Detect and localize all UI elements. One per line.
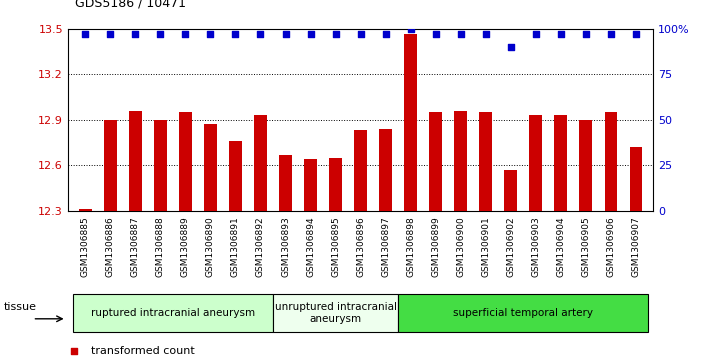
Bar [379,129,392,211]
Point [555,32,566,37]
Text: ruptured intracranial aneurysm: ruptured intracranial aneurysm [91,308,255,318]
Bar [104,120,116,211]
Point [355,32,366,37]
Bar [404,33,417,211]
Text: GSM1306899: GSM1306899 [431,216,440,277]
Text: GSM1306896: GSM1306896 [356,216,365,277]
Bar [154,120,166,211]
Bar [454,111,467,211]
Text: GSM1306895: GSM1306895 [331,216,340,277]
Point [80,32,91,37]
Point [630,32,641,37]
Bar [630,147,642,211]
Text: GSM1306904: GSM1306904 [556,216,565,277]
Point [330,32,341,37]
Bar [530,115,542,211]
Point [405,26,416,32]
Point [605,32,616,37]
Bar [179,112,191,211]
Point [155,32,166,37]
Bar [429,112,442,211]
Text: GSM1306905: GSM1306905 [581,216,590,277]
Point [480,32,491,37]
Bar [479,112,492,211]
Text: GSM1306900: GSM1306900 [456,216,465,277]
Bar [504,170,517,211]
Bar [329,158,342,211]
Point [105,32,116,37]
Point [130,32,141,37]
Bar [555,115,567,211]
Bar [398,294,648,332]
Text: GSM1306903: GSM1306903 [531,216,540,277]
Text: tissue: tissue [4,302,36,313]
Bar [129,111,141,211]
Point [530,32,541,37]
Point [68,348,79,354]
Text: GSM1306889: GSM1306889 [181,216,190,277]
Bar [204,125,217,211]
Point [380,32,391,37]
Bar [254,115,267,211]
Text: GSM1306888: GSM1306888 [156,216,165,277]
Bar [79,209,91,211]
Bar [605,112,617,211]
Bar [279,155,292,211]
Point [305,32,316,37]
Text: transformed count: transformed count [91,346,195,356]
Text: GSM1306885: GSM1306885 [81,216,90,277]
Text: unruptured intracranial
aneurysm: unruptured intracranial aneurysm [275,302,396,324]
Text: GSM1306892: GSM1306892 [256,216,265,277]
Point [280,32,291,37]
Text: GSM1306906: GSM1306906 [606,216,615,277]
Bar [229,141,242,211]
Text: GSM1306898: GSM1306898 [406,216,415,277]
Text: GSM1306886: GSM1306886 [106,216,115,277]
Text: GSM1306894: GSM1306894 [306,216,315,277]
Point [455,32,466,37]
Bar [304,159,317,211]
Point [230,32,241,37]
Text: GSM1306901: GSM1306901 [481,216,491,277]
Text: GSM1306890: GSM1306890 [206,216,215,277]
Bar [73,294,273,332]
Point [205,32,216,37]
Text: GSM1306893: GSM1306893 [281,216,290,277]
Point [430,32,441,37]
Text: GSM1306897: GSM1306897 [381,216,390,277]
Text: GSM1306891: GSM1306891 [231,216,240,277]
Text: GSM1306907: GSM1306907 [631,216,640,277]
Text: GSM1306887: GSM1306887 [131,216,140,277]
Text: superficial temporal artery: superficial temporal artery [453,308,593,318]
Point [180,32,191,37]
Point [580,32,591,37]
Point [255,32,266,37]
Point [505,44,516,50]
Bar [580,120,592,211]
Text: GSM1306902: GSM1306902 [506,216,516,277]
Bar [354,130,367,211]
Text: GDS5186 / 10471: GDS5186 / 10471 [75,0,186,9]
Bar [273,294,398,332]
